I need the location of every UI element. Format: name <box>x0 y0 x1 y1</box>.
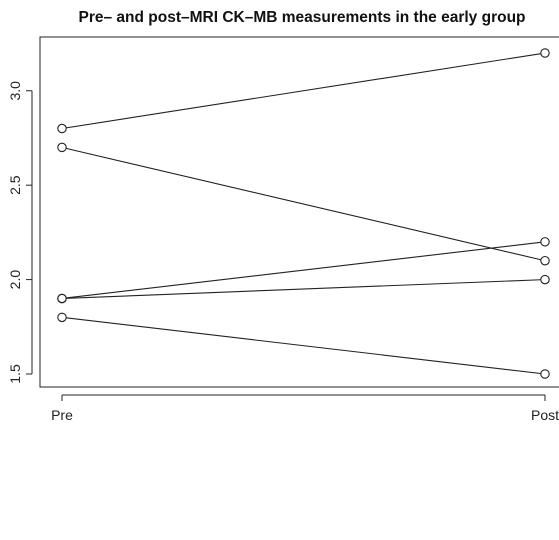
series-line-segment <box>66 279 541 299</box>
y-tick-label: 2.5 <box>7 175 23 195</box>
series-1 <box>57 48 550 134</box>
y-tick-label: 3.0 <box>7 81 23 101</box>
data-point <box>57 312 67 323</box>
data-point <box>540 274 550 285</box>
series-line-segment <box>66 241 541 299</box>
chart-title: Pre– and post–MRI CK–MB measurements in … <box>78 9 525 26</box>
series-5 <box>57 312 550 379</box>
data-point <box>57 142 67 153</box>
data-point <box>540 237 550 247</box>
y-axis: 1.5 2.0 2.5 3.0 <box>7 81 33 384</box>
data-point <box>57 293 67 304</box>
series-line-segment <box>65 147 542 261</box>
series-line-segment <box>66 317 541 375</box>
data-point <box>540 255 550 266</box>
series-group <box>57 48 550 379</box>
data-point <box>540 369 550 379</box>
x-axis: Pre Post <box>51 394 559 423</box>
data-point <box>57 123 67 134</box>
plot-box <box>39 36 559 388</box>
series-line-segment <box>66 53 541 129</box>
series-3 <box>57 237 550 304</box>
data-point <box>540 48 550 58</box>
series-4 <box>57 274 550 304</box>
series-2 <box>57 142 550 266</box>
x-tick-label: Post <box>531 407 559 423</box>
y-tick-label: 2.0 <box>7 270 23 290</box>
x-tick-label: Pre <box>51 407 73 423</box>
y-tick-label: 1.5 <box>7 364 23 384</box>
